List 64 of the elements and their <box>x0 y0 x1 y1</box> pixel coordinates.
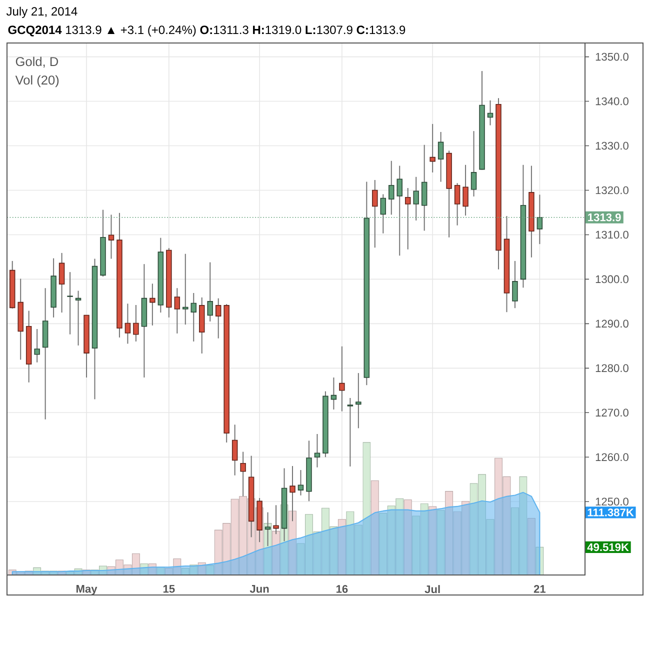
x-tick-label: Jul <box>424 585 440 594</box>
ref-line-label: 1313.9 <box>588 213 621 222</box>
candlestick <box>339 346 345 412</box>
bar <box>272 530 280 576</box>
candlestick <box>298 470 304 496</box>
candlestick <box>314 434 320 468</box>
candlestick <box>330 377 337 410</box>
candlestick <box>75 290 82 346</box>
candlestick <box>215 298 222 339</box>
candlestick <box>380 194 386 234</box>
candlestick <box>404 188 411 250</box>
bar <box>206 565 214 576</box>
candlestick <box>356 372 362 429</box>
candlestick <box>372 180 378 248</box>
candlestick <box>430 123 436 173</box>
y-tick-label: 1290.0 <box>596 320 628 328</box>
candlestick <box>347 397 354 467</box>
x-tick-label: May <box>76 585 98 595</box>
y-tick-label: 1270.0 <box>596 408 628 417</box>
candlestick <box>232 424 238 476</box>
candlestick <box>207 262 213 322</box>
candlestick <box>388 160 394 216</box>
candlestick <box>174 288 180 334</box>
candlestick <box>470 130 477 197</box>
candlestick <box>124 303 131 344</box>
candlestick <box>487 100 494 126</box>
candlestick <box>108 214 114 260</box>
chart-title: July 21, 2014 <box>6 6 78 18</box>
x-tick-label: 15 <box>163 585 175 593</box>
y-tick-label: 1280.0 <box>596 364 628 372</box>
y-tick-label: 1250.0 <box>596 498 628 506</box>
candlestick <box>462 164 468 216</box>
candlestick <box>34 328 40 363</box>
candlestick <box>58 252 65 314</box>
y-tick-label: 1350.0 <box>596 52 628 61</box>
y2-tick-label: 111.387K <box>588 508 634 516</box>
candlestick <box>396 165 402 256</box>
y-tick-label: 1260.0 <box>596 453 628 462</box>
y-tick-label: 1310.0 <box>596 230 628 239</box>
annotation: Vol (20) <box>15 75 59 88</box>
x-tick-label: 21 <box>534 585 546 593</box>
candlestick <box>190 292 196 342</box>
candlestick <box>133 304 139 342</box>
candlestick <box>67 272 73 335</box>
x-tick-label: Jun <box>250 585 269 593</box>
y-tick-label: 1340.0 <box>596 97 628 106</box>
y-tick-label: 1330.0 <box>596 142 628 150</box>
bar <box>436 510 445 576</box>
candlestick <box>182 253 188 326</box>
annotation: Gold, D <box>16 56 58 68</box>
candlestick <box>413 176 419 221</box>
candlestick <box>512 260 518 309</box>
x-tick-label: 16 <box>336 585 348 593</box>
bar <box>288 510 296 576</box>
y-tick-label: 1320.0 <box>596 186 628 194</box>
candlestick <box>421 144 428 232</box>
y2-tick-label: 49.519K <box>587 543 629 552</box>
text: GCQ2014 1313.9 ▲ +3.1 (+0.24%) O:1311.3 H:1319.0 L:1307.9 C:1313.9 <box>8 25 406 36</box>
bar <box>404 499 412 576</box>
candlestick <box>438 131 444 182</box>
y-tick-label: 1300.0 <box>596 275 628 284</box>
candlestick <box>454 182 460 226</box>
candlestick <box>150 283 156 326</box>
candlestick <box>536 194 543 245</box>
